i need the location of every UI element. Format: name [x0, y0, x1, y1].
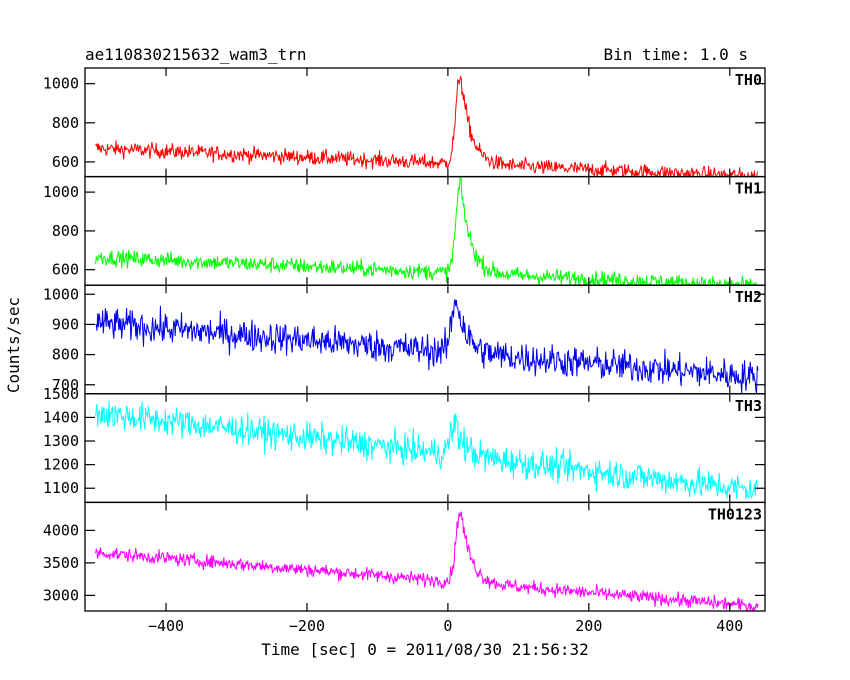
panel-th2: 700 800 900 1000 TH2	[43, 284, 766, 395]
panel-frame	[84, 501, 766, 612]
y-tick-label: 1500	[43, 385, 79, 403]
y-tick-label: 1000	[43, 75, 79, 93]
y-tick-label: 4000	[43, 521, 79, 539]
series-line-th1	[95, 176, 757, 286]
y-tick-label: 800	[52, 222, 79, 240]
panel-label-th3: TH3	[735, 397, 762, 415]
y-tick-label: 1200	[43, 456, 79, 474]
panel-label-th0: TH0	[735, 71, 762, 89]
source-name-label: ae110830215632_wam3_trn	[85, 45, 307, 64]
x-tick-label: 0	[443, 617, 452, 635]
y-tick-label: 1300	[43, 432, 79, 450]
panel-th0123: 3000 3500 4000 TH0123	[43, 501, 766, 612]
panel-th0: 600 800 1000 TH0	[43, 67, 766, 178]
panel-label-th1: TH1	[735, 180, 762, 198]
y-tick-label: 900	[52, 315, 79, 333]
panel-label-th2: TH2	[735, 288, 762, 306]
y-tick-label: 800	[52, 114, 79, 132]
y-tick-label: 3000	[43, 586, 79, 604]
panels-group: 600 800 1000 TH0 600 800 1000 TH1 700 800 900 1000 T…	[43, 67, 766, 612]
x-tick-label: 200	[575, 617, 602, 635]
x-axis: −400 −200 0 200 400	[148, 617, 743, 635]
y-tick-label: 600	[52, 261, 79, 279]
series-line-th0	[95, 74, 759, 177]
y-tick-label: 1000	[43, 285, 79, 303]
y-tick-label: 600	[52, 153, 79, 171]
series-line-th3	[95, 400, 759, 500]
y-axis-label: Counts/sec	[4, 297, 23, 393]
y-tick-label: 1100	[43, 479, 79, 497]
x-tick-label: −200	[289, 617, 325, 635]
x-tick-label: 400	[716, 617, 743, 635]
panel-th1: 600 800 1000 TH1	[43, 175, 766, 286]
y-tick-label: 700	[52, 376, 79, 394]
series-line-th0123	[95, 511, 759, 611]
y-tick-label: 1000	[43, 183, 79, 201]
panel-label-th0123: TH0123	[708, 505, 762, 523]
x-axis-label: Time [sec] 0 = 2011/08/30 21:56:32	[261, 640, 589, 659]
y-tick-label: 1400	[43, 408, 79, 426]
bin-time-label: Bin time: 1.0 s	[604, 45, 749, 64]
x-tick-label: −400	[148, 617, 184, 635]
panel-frame	[84, 393, 766, 504]
y-tick-label: 3500	[43, 554, 79, 572]
series-line-th2	[95, 299, 759, 394]
panel-th3: 1100 1200 1300 1400 1500 TH3	[43, 385, 766, 504]
y-tick-label: 800	[52, 346, 79, 364]
